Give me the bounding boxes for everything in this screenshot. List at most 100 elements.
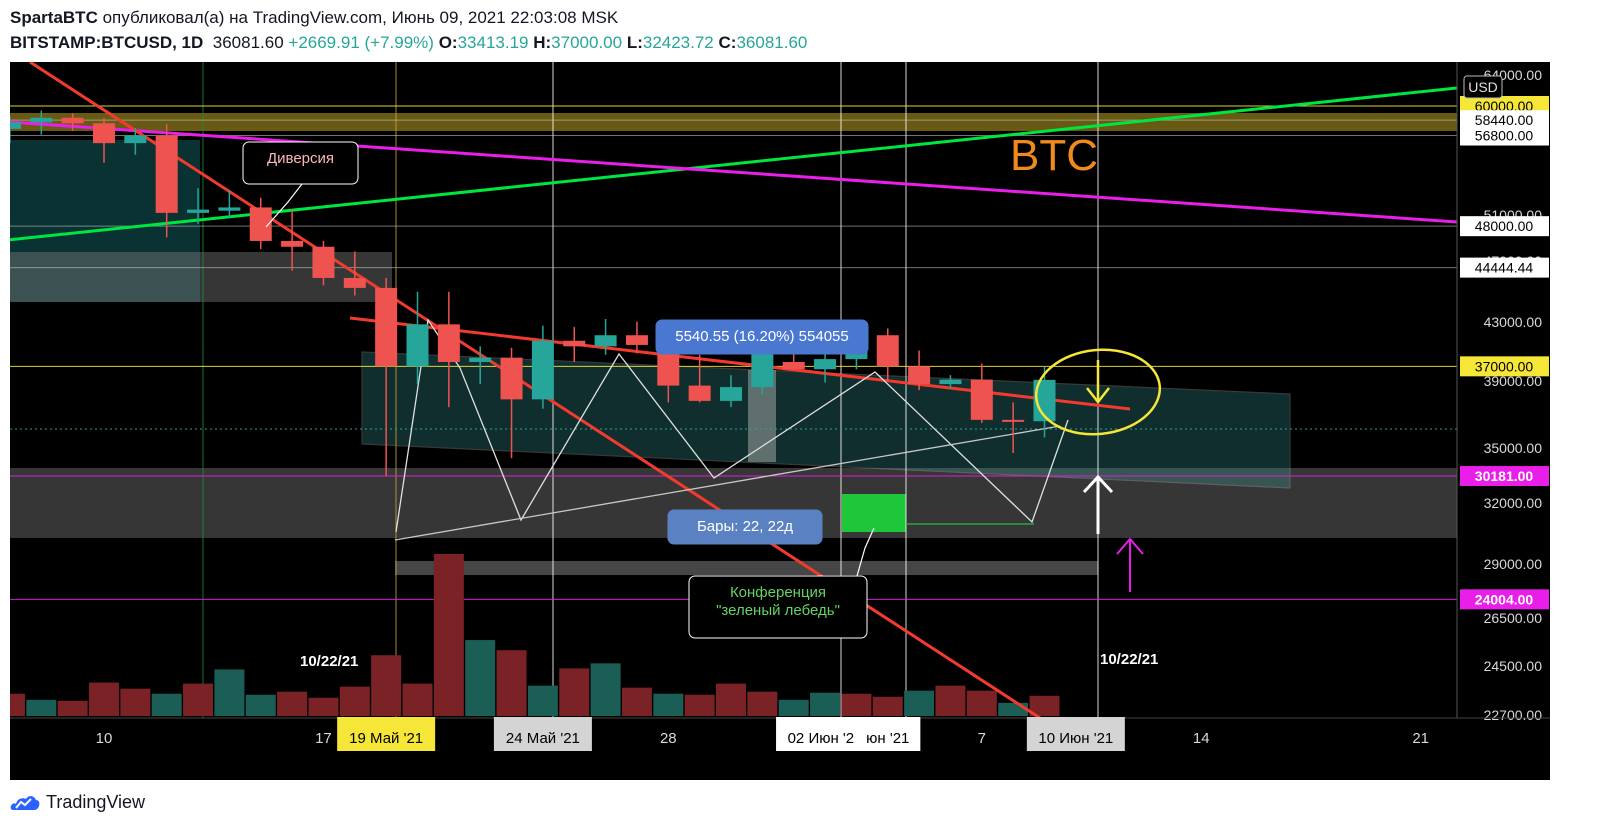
price-label-box[interactable]	[1460, 110, 1549, 131]
high-label: H:	[533, 33, 552, 52]
candle-body	[61, 117, 84, 124]
volume-bar	[998, 702, 1029, 716]
price-tick-label: 43000.00	[1484, 314, 1543, 330]
candle-body	[688, 385, 711, 401]
time-highlight-label: 24 Май '21	[506, 730, 580, 747]
volume-bar	[684, 694, 715, 716]
time-tick-label: 28	[660, 730, 677, 747]
conference-callout[interactable]: Конференция"зеленый лебедь"	[688, 575, 868, 639]
diversion-callout-text: Диверсия	[267, 150, 334, 167]
volume-date-label-2: 10/22/21	[1100, 651, 1158, 668]
time-highlight-label: 10 Июн '21	[1038, 730, 1113, 747]
price-label-text: 56800.00	[1475, 128, 1534, 144]
candle-body	[249, 207, 272, 241]
volume-bar	[872, 696, 903, 716]
candle-body	[720, 387, 742, 401]
measure-label-text: 5540.55 (16.20%) 554055	[675, 328, 848, 345]
volume-bar	[621, 687, 652, 716]
candle-body	[93, 123, 115, 144]
price-label-box[interactable]	[1460, 356, 1549, 377]
candle-body	[124, 135, 147, 144]
close-label: C:	[718, 33, 737, 52]
price-tick-label: 32000.00	[1484, 495, 1543, 511]
time-highlight-box[interactable]	[1026, 717, 1125, 751]
measure-label-box[interactable]	[655, 319, 869, 355]
volume-bar	[339, 686, 370, 716]
candle-body	[281, 240, 304, 247]
volume-bar	[245, 694, 276, 716]
low-value: 32423.72	[642, 33, 714, 52]
trendlines-layer[interactable]	[7, 60, 1458, 720]
chart-canvas[interactable]: BTC 10/22/21 10/22/21 Диверсия 5540.55 (16…	[0, 60, 1550, 780]
open-label: O:	[438, 33, 458, 52]
volume-bar	[1029, 695, 1060, 716]
conference-callout-box[interactable]	[688, 575, 868, 639]
bars-label[interactable]: Бары: 22, 22д	[667, 509, 823, 545]
gold-resistance-zone[interactable]	[10, 113, 1457, 131]
author-name[interactable]: SpartaBTC	[10, 8, 98, 27]
time-highlight-label: 02 Июн '21	[788, 730, 863, 747]
volume-bar	[841, 693, 872, 716]
time-highlight-box[interactable]	[855, 717, 921, 751]
price-label-text: 30181.00	[1475, 468, 1534, 484]
time-axis[interactable]: 10 17 28 7 14 21 19 Май '21 24 Май '21 02 Июн '2…	[10, 717, 1550, 751]
candle-body	[437, 324, 460, 362]
price-tick-label: 39000.00	[1484, 373, 1543, 389]
volume-bar	[433, 554, 464, 716]
time-tick-label: 7	[978, 730, 986, 747]
conference-callout-text: Конференция	[730, 584, 826, 601]
candle-body	[0, 122, 21, 129]
volume-bar	[120, 688, 151, 716]
close-value: 36081.60	[736, 33, 808, 52]
diversion-callout-box[interactable]	[242, 141, 359, 185]
time-tick-label: 17	[315, 730, 332, 747]
candle-body	[563, 340, 586, 347]
price-label-box[interactable]	[1460, 216, 1549, 237]
price-axis[interactable]: 64000.0051000.0047000.0043000.0039000.00…	[1456, 62, 1550, 780]
volume-bar	[935, 685, 966, 716]
magenta-trendline[interactable]	[9, 120, 1458, 224]
volume-bar	[810, 692, 841, 716]
tradingview-logo-icon	[10, 796, 40, 810]
price-label-text: 48000.00	[1475, 218, 1534, 234]
currency-badge[interactable]	[1463, 75, 1503, 99]
green-swan-box[interactable]	[842, 494, 906, 532]
candle-body	[657, 344, 680, 386]
bars-label-box[interactable]	[667, 509, 823, 545]
time-highlight-box[interactable]	[337, 717, 436, 751]
volume-bar	[151, 693, 182, 716]
annotations-layer[interactable]: Диверсия 5540.55 (16.20%) 554055 Бары: 22,…	[242, 141, 1164, 639]
chart-svg[interactable]: BTC 10/22/21 10/22/21 Диверсия 5540.55 (16…	[0, 60, 1550, 780]
volume-bar	[904, 690, 935, 716]
time-tick-label: 21	[1412, 730, 1429, 747]
green-trendline[interactable]	[7, 86, 1458, 242]
ohlc-legend: BITSTAMP:BTCUSD, 1D 36081.60 +2669.91 (+…	[10, 33, 807, 53]
candle-body	[939, 379, 962, 385]
conference-pointer	[856, 527, 875, 577]
diversion-callout[interactable]: Диверсия	[242, 141, 359, 185]
price-label-box[interactable]	[1460, 257, 1549, 278]
volume-bar	[465, 640, 496, 716]
candle-body	[312, 246, 335, 278]
price-label-box[interactable]	[1460, 125, 1549, 146]
channel-support-line[interactable]	[394, 425, 1061, 541]
red-resistance-line[interactable]	[349, 316, 1131, 411]
price-label-text: 37000.00	[1475, 358, 1534, 374]
measure-label[interactable]: 5540.55 (16.20%) 554055	[655, 319, 869, 355]
diversion-pointer	[265, 183, 303, 228]
volume-bar	[308, 697, 339, 716]
btc-watermark: BTC	[1010, 131, 1098, 180]
volume-bar	[26, 699, 57, 716]
yellow-circle-mark[interactable]	[1032, 344, 1164, 441]
time-highlight-box[interactable]	[493, 717, 592, 751]
price-tick-label: 22700.00	[1484, 707, 1543, 723]
volume-bar	[747, 691, 778, 716]
tradingview-brand[interactable]: TradingView	[10, 791, 145, 813]
price-label-box[interactable]	[1460, 466, 1549, 487]
low-label: L:	[626, 33, 643, 52]
gray-small-zone	[395, 561, 1098, 575]
brand-name: TradingView	[46, 791, 146, 812]
candle-body	[469, 357, 492, 362]
candle-body	[218, 207, 241, 211]
price-label-box[interactable]	[1460, 589, 1549, 610]
